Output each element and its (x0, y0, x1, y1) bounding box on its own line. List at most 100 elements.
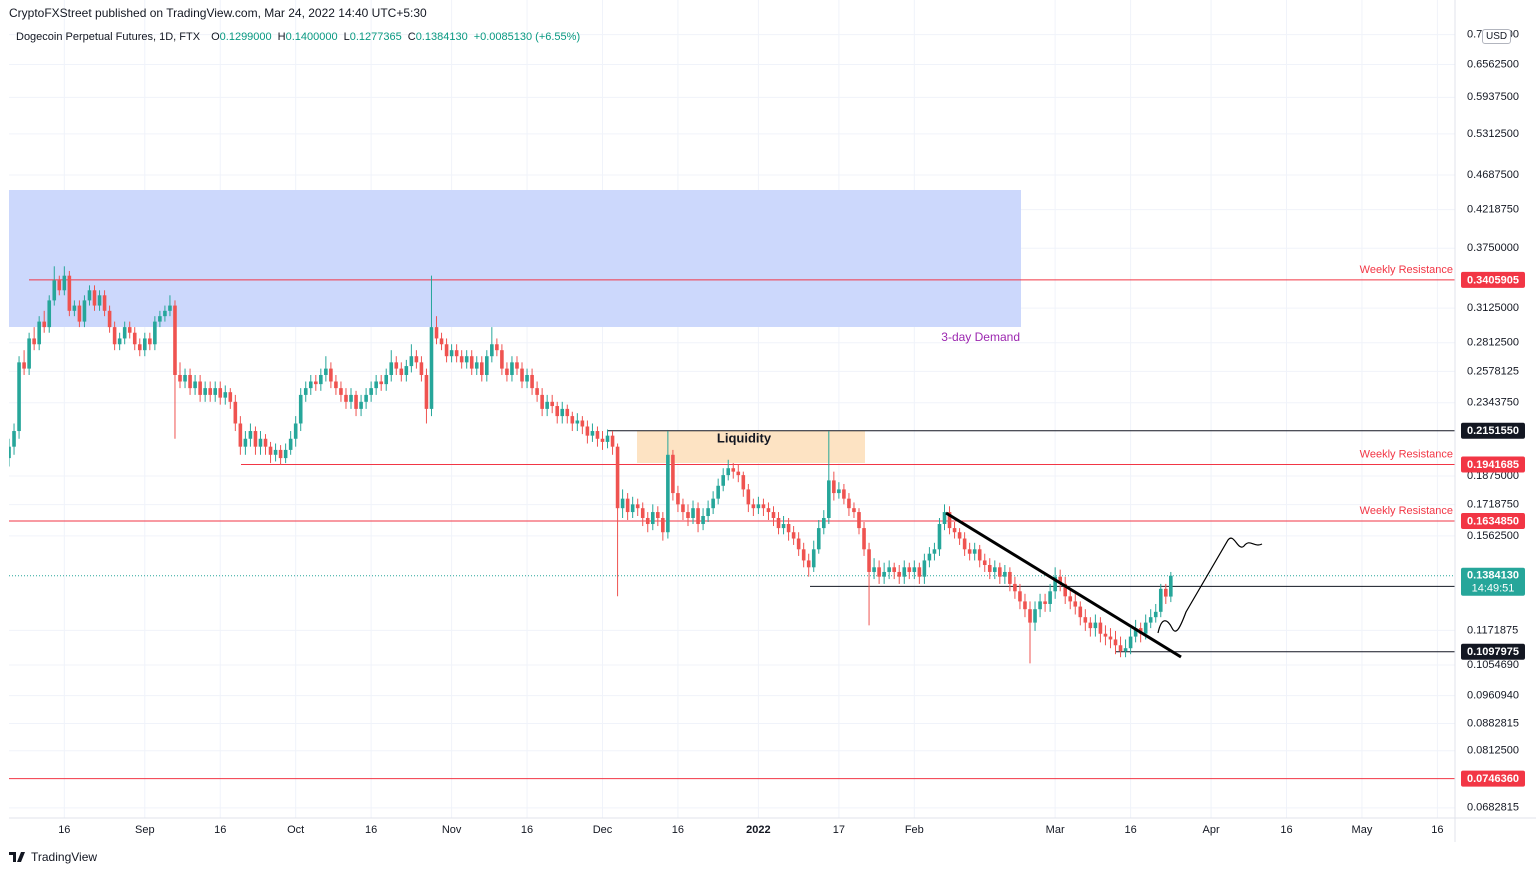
candle-body (1043, 601, 1047, 604)
candle-body (424, 374, 429, 409)
candle-body (1128, 636, 1133, 649)
x-tick-label: 2022 (746, 824, 770, 836)
candle-body (520, 368, 524, 382)
candle-body (233, 401, 238, 424)
candle-body (168, 305, 172, 311)
candle-body (1038, 601, 1042, 610)
candle-body (404, 366, 409, 375)
candle-body (595, 431, 600, 439)
candle-body (535, 388, 539, 395)
candle-body (1113, 639, 1118, 646)
candle-body (22, 362, 26, 369)
candle-body (92, 290, 97, 306)
candle-body (515, 362, 519, 369)
candle-body (42, 321, 47, 328)
y-tick-label: 0.4687500 (1467, 169, 1519, 181)
candle-body (495, 344, 499, 351)
candle-body (706, 508, 710, 517)
candle-body (314, 381, 318, 385)
candle-body (761, 504, 766, 509)
candle-body (902, 567, 907, 577)
x-tick-label: 16 (1431, 824, 1443, 836)
candle-body (454, 350, 459, 357)
candle-body (72, 305, 77, 311)
y-tick-label: 0.2578125 (1467, 365, 1519, 377)
candle-body (575, 420, 580, 424)
candle-body (560, 408, 565, 417)
candle-body (183, 374, 187, 382)
y-tick-label: 0.3750000 (1467, 242, 1519, 254)
candle-body (288, 438, 293, 450)
candle-body (319, 374, 323, 385)
candle-body (620, 498, 625, 509)
candle-body (374, 381, 378, 389)
candle-body (293, 423, 298, 439)
candle-body (691, 508, 695, 518)
candle-body (394, 362, 399, 369)
candle-body (273, 449, 278, 455)
ohlc-key: H (277, 31, 286, 43)
candle-body (17, 362, 21, 432)
candle-body (766, 508, 771, 513)
candle-body (1033, 609, 1037, 623)
candle-body (998, 567, 1002, 577)
candle-body (258, 438, 263, 447)
y-tick-label: 0.2343750 (1467, 397, 1519, 409)
x-tick-label: Oct (287, 824, 304, 836)
candle-body (238, 423, 243, 447)
candle-body (102, 295, 107, 311)
candle-body (12, 431, 16, 447)
x-tick-label: 16 (1124, 824, 1136, 836)
candle-body (198, 381, 202, 395)
candle-body (334, 381, 338, 389)
y-tick-label: 0.5937500 (1467, 91, 1519, 103)
y-tick-label: 0.0812500 (1467, 745, 1519, 757)
candle-body (364, 394, 368, 402)
currency-badge[interactable]: USD (1482, 29, 1512, 44)
candle-body (399, 368, 404, 375)
candle-body (806, 560, 811, 568)
candle-body (832, 480, 836, 494)
y-tick-label: 0.1875000 (1467, 470, 1519, 482)
candle-body (32, 338, 36, 345)
candle-body (897, 571, 902, 577)
candle-body (877, 567, 881, 577)
candle-body (887, 567, 891, 572)
candle-body (173, 305, 177, 375)
candle-body (972, 549, 977, 554)
price-label: 0.2151550 (1467, 425, 1519, 437)
candle-body (324, 368, 328, 375)
liquidity-zone (637, 431, 865, 463)
axes: 0.71875000.65625000.59375000.53125000.46… (58, 28, 1525, 836)
candle-body (610, 435, 615, 447)
candle-body (248, 431, 253, 439)
candle-body (1023, 601, 1027, 610)
candle-body (505, 368, 509, 375)
candle-body (1078, 606, 1083, 618)
candle-body (530, 374, 534, 389)
ohlc-key: C (407, 31, 416, 43)
candle-body (992, 567, 997, 572)
level-note: Weekly Resistance (1360, 505, 1453, 517)
candle-body (1098, 622, 1103, 634)
price-label: 0.1634850 (1467, 515, 1519, 527)
candle-body (107, 310, 112, 328)
projection-path (1157, 537, 1263, 634)
candle-body (9, 446, 11, 459)
candle-body (1153, 611, 1158, 618)
ohlc-value: 0.1400000 (285, 31, 338, 43)
candle-body (510, 362, 514, 375)
candle-body (203, 388, 207, 395)
candle-body (97, 295, 102, 306)
candle-body (726, 468, 731, 476)
candle-body (580, 420, 585, 427)
y-tick-label: 0.1718750 (1467, 498, 1519, 510)
candle-body (1048, 591, 1052, 604)
candle-body (459, 356, 464, 363)
footer-logo (9, 852, 25, 862)
candle-body (500, 350, 504, 369)
candle-body (1143, 622, 1148, 634)
candle-body (852, 508, 856, 513)
x-tick-label: 16 (214, 824, 226, 836)
candle-body (112, 327, 117, 345)
